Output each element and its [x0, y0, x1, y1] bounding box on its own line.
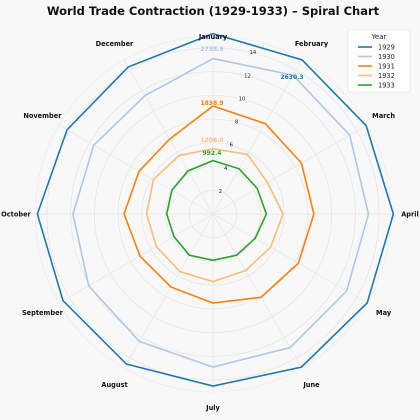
radial-tick-label: 6 [230, 143, 233, 149]
radial-tick-label: 12 [244, 73, 251, 79]
grid-spoke [123, 213, 214, 369]
grid-spoke [123, 59, 214, 215]
grid-outer-circle [34, 35, 392, 393]
month-label: October [1, 211, 31, 219]
value-annotation: 992.4 [203, 150, 222, 157]
legend-title: Year [371, 33, 387, 41]
series-lines [36, 32, 395, 387]
grid-spoke [58, 124, 214, 215]
legend-label: 1933 [378, 81, 395, 89]
series-line-1931 [123, 105, 315, 304]
grid-spoke [212, 213, 368, 304]
chart-title: World Trade Contraction (1929-1933) – Sp… [47, 4, 380, 18]
month-label: March [372, 112, 395, 120]
radial-tick-label: 10 [239, 96, 246, 102]
labels: 2 4 6 8 10 12 14 January February March April May Ju… [1, 33, 419, 412]
value-annotation: 1838.9 [200, 100, 223, 107]
month-label: January [198, 33, 228, 41]
month-label: September [22, 309, 64, 317]
month-label: April [401, 211, 419, 219]
month-label: July [205, 404, 220, 412]
radial-tick-label: 4 [224, 166, 228, 172]
legend-label: 1929 [378, 43, 395, 51]
radial-tick-label: 2 [219, 189, 222, 195]
radial-tick-label: 8 [235, 120, 238, 126]
value-annotation: 1206.0 [200, 137, 223, 144]
month-label: June [302, 381, 320, 389]
series-line-1932 [145, 147, 284, 283]
legend-frame [347, 29, 411, 93]
month-label: November [23, 112, 62, 120]
value-annotation: 2738.9 [200, 46, 223, 53]
grid-spoke [212, 59, 303, 215]
legend-label: 1930 [378, 53, 395, 61]
value-annotation: 2630.3 [280, 74, 303, 81]
month-label: May [376, 309, 392, 317]
series-line-1929 [36, 32, 395, 387]
month-label: February [295, 40, 329, 48]
month-label: August [101, 381, 127, 389]
grid [34, 35, 392, 393]
month-label: December [96, 40, 134, 48]
legend-label: 1932 [378, 72, 395, 80]
series-line-1933 [165, 159, 268, 262]
radial-tick-label: 14 [250, 50, 257, 56]
legend-label: 1931 [378, 62, 395, 70]
series-line-1930 [72, 57, 370, 368]
grid-spoke [212, 124, 368, 215]
grid-spoke [58, 213, 214, 304]
grid-spoke [212, 213, 303, 369]
